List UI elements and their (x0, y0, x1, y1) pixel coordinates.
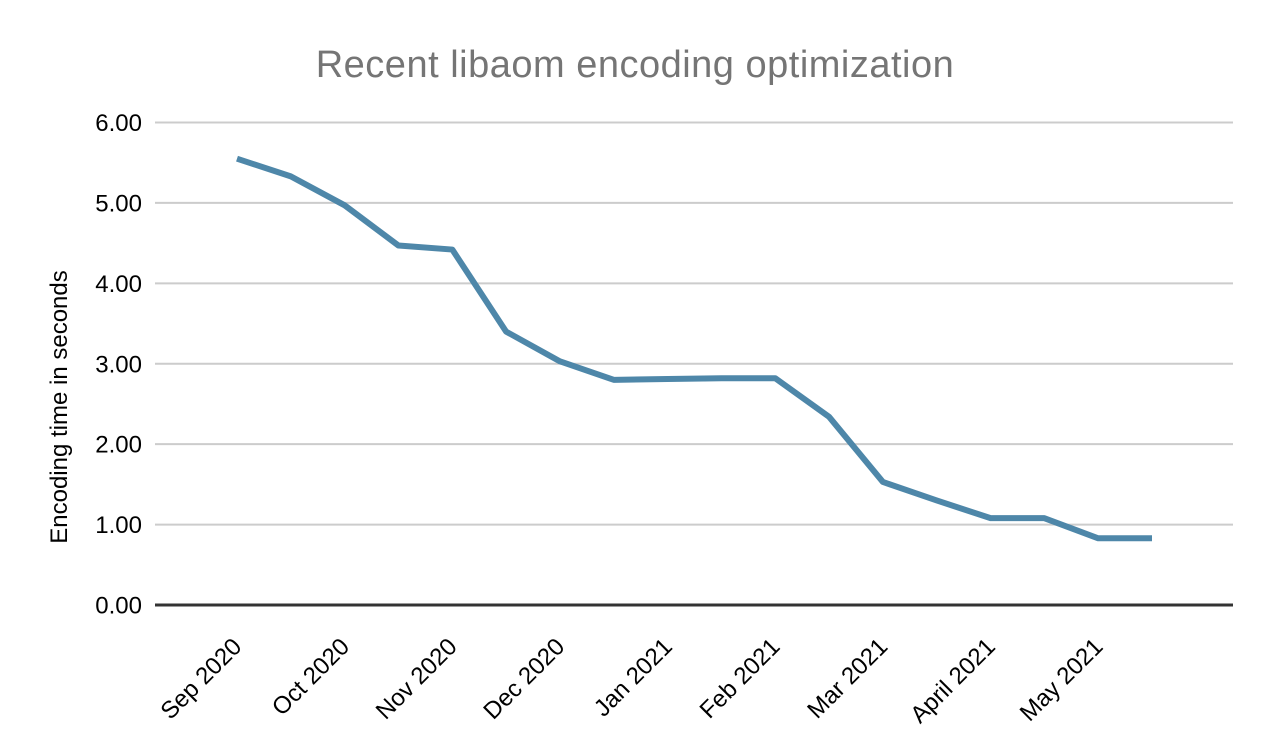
y-tick-label: 0.00 (95, 593, 142, 620)
x-tick-label: Feb 2021 (695, 633, 786, 724)
chart-title: Recent libaom encoding optimization (315, 44, 955, 86)
x-tick-label: Nov 2020 (371, 633, 463, 725)
y-tick-label: 2.00 (95, 432, 142, 459)
x-tick-label: Dec 2020 (478, 633, 570, 725)
y-tick-label: 1.00 (95, 512, 142, 539)
x-tick-label: May 2021 (1015, 633, 1109, 727)
x-tick-label: Sep 2020 (155, 633, 247, 725)
x-tick-label: Oct 2020 (267, 633, 355, 721)
y-tick-label: 6.00 (95, 110, 142, 137)
y-tick-label: 4.00 (95, 271, 142, 298)
x-tick-label: Mar 2021 (802, 633, 893, 724)
y-tick-label: 5.00 (95, 190, 142, 217)
data-series-line (236, 155, 1152, 542)
x-tick-label: April 2021 (905, 633, 1001, 729)
y-tick-label: 3.00 (95, 351, 142, 378)
x-tick-label: Jan 2021 (589, 633, 678, 722)
